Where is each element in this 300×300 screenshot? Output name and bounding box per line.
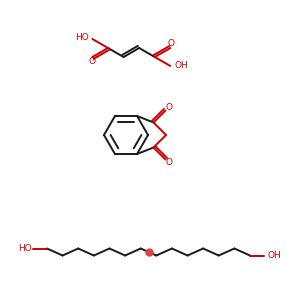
Text: O: O (89, 58, 96, 67)
Text: O: O (166, 158, 173, 167)
Text: HO: HO (18, 244, 32, 253)
Text: O: O (168, 38, 175, 47)
Text: OH: OH (175, 61, 188, 70)
Text: O: O (166, 103, 173, 112)
Text: HO: HO (76, 34, 89, 43)
Text: OH: OH (267, 251, 281, 260)
